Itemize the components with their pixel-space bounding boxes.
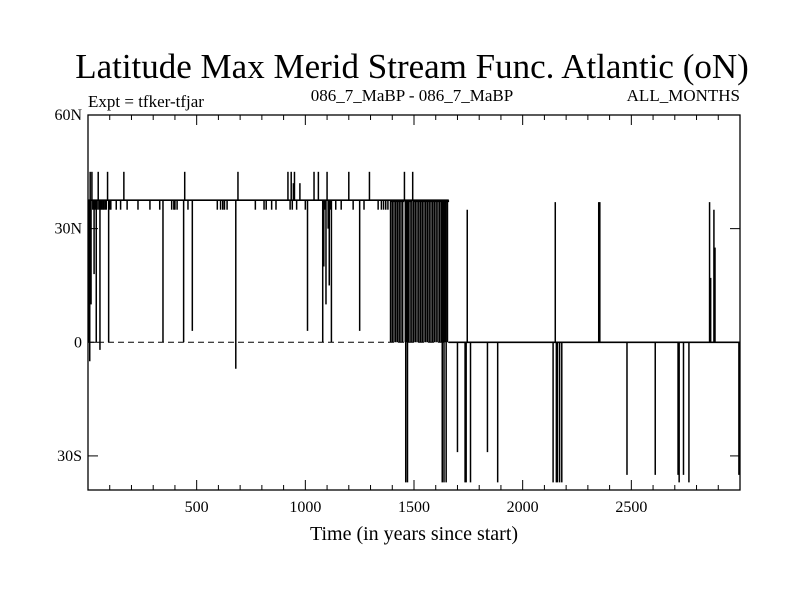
experiment-label: Expt = tfker-tfjar bbox=[88, 92, 204, 111]
x-tick-label-4: 2500 bbox=[615, 499, 647, 516]
x-tick-label-3: 2000 bbox=[507, 499, 539, 516]
months-label: ALL_MONTHS bbox=[627, 86, 740, 105]
x-axis-label: Time (in years since start) bbox=[310, 523, 518, 545]
y-tick-label-2: 0 bbox=[74, 334, 82, 351]
x-tick-label-1: 1000 bbox=[289, 499, 321, 516]
y-tick-label-3: 30S bbox=[57, 448, 82, 465]
plot-frame bbox=[87, 114, 741, 491]
x-tick-label-0: 500 bbox=[185, 499, 209, 516]
plot-area: 60N 30N 0 30S 500 1000 1500 2000 2500 bbox=[54, 107, 740, 516]
chart-title: Latitude Max Merid Stream Func. Atlantic… bbox=[75, 47, 749, 86]
y-tick-label-1: 30N bbox=[54, 221, 82, 238]
y-tick-label-0: 60N bbox=[54, 107, 82, 124]
run-comparison-label: 086_7_MaBP - 086_7_MaBP bbox=[311, 86, 513, 105]
x-tick-label-2: 1500 bbox=[398, 499, 430, 516]
